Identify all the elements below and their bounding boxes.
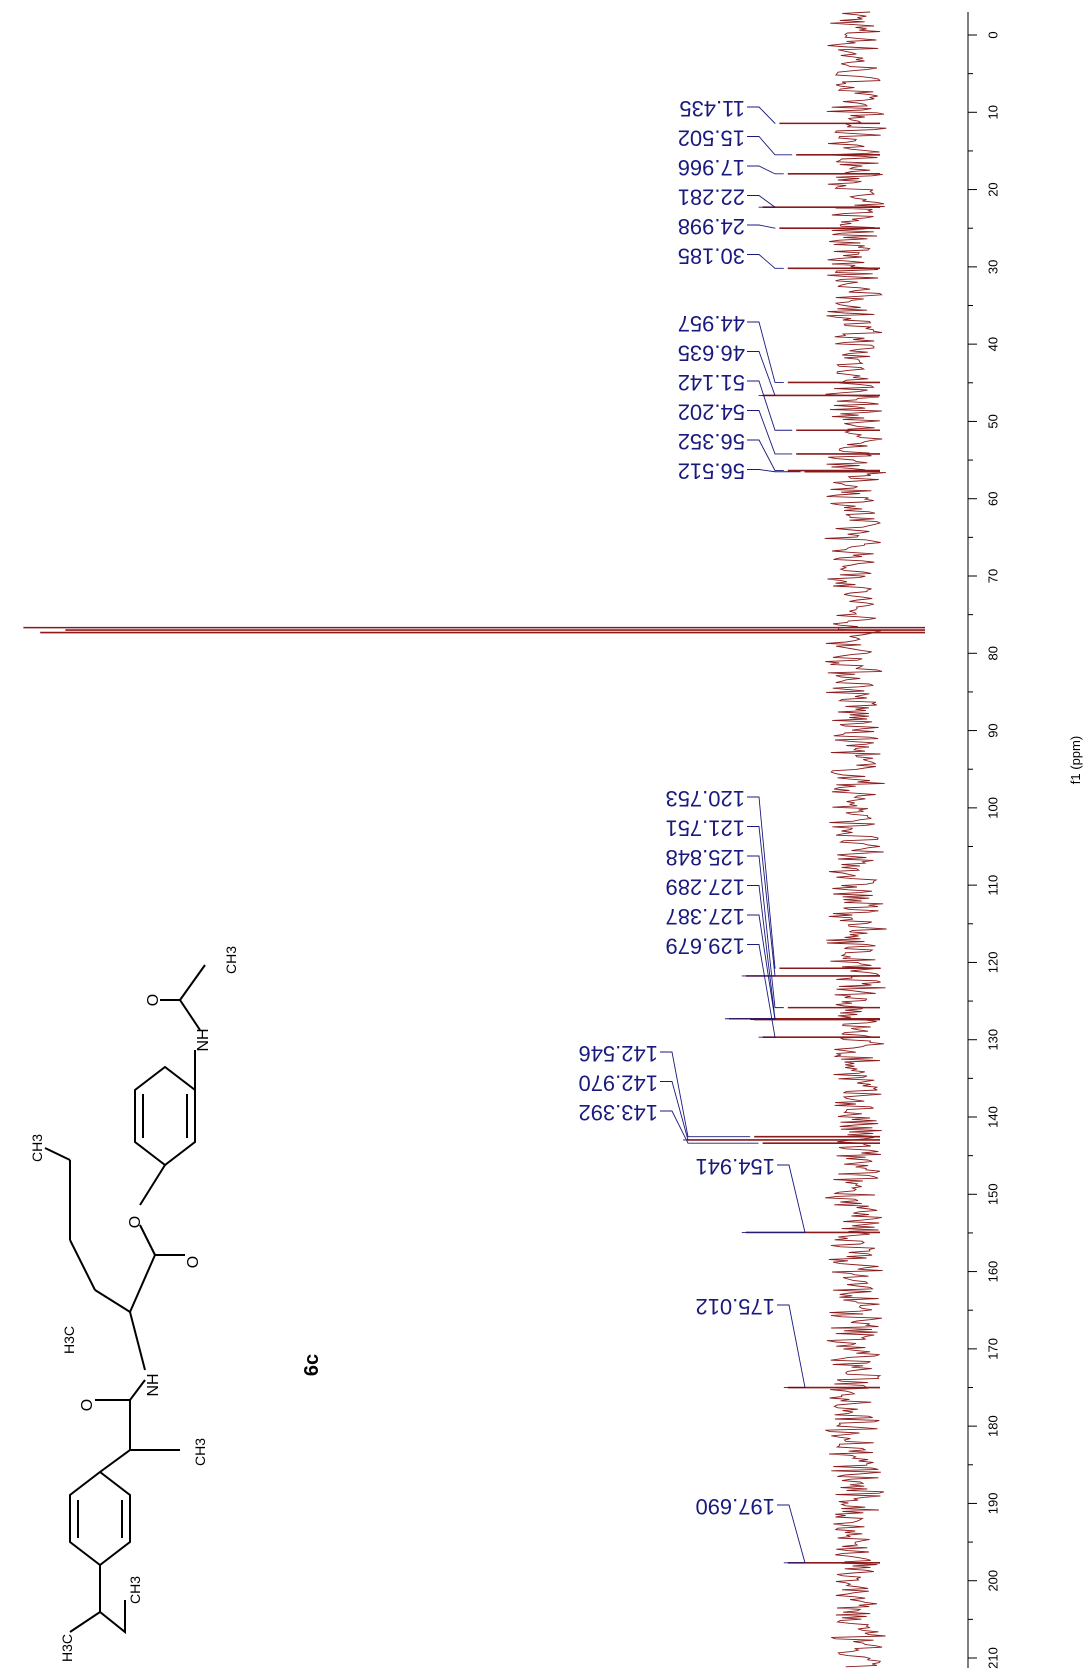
peak-labels: 11.435 15.502 17.966 22.281 24.998 30.185 44.9… bbox=[578, 96, 806, 1564]
tick-label: 160 bbox=[985, 1261, 1000, 1283]
axis-title: f1 (ppm) bbox=[1068, 736, 1083, 784]
peak-leader-line bbox=[747, 106, 776, 124]
peak-leader-line bbox=[777, 1304, 806, 1389]
atom-ch3-branch: CH3 bbox=[192, 1438, 208, 1466]
atom-o-ester: O bbox=[127, 1216, 144, 1228]
peak-leader-line bbox=[741, 826, 776, 977]
tick-label: 50 bbox=[985, 414, 1000, 428]
tick-label: 90 bbox=[985, 723, 1000, 737]
spectrum-noise-trace bbox=[824, 11, 887, 1668]
atom-nh-amide: NH bbox=[145, 1373, 162, 1396]
peak-leader-line bbox=[747, 136, 793, 156]
tick-label: 130 bbox=[985, 1029, 1000, 1051]
atom-h3c-sec: H3C bbox=[61, 1326, 77, 1354]
peak-label: 142.970 bbox=[578, 1071, 658, 1096]
peak-label: 143.392 bbox=[578, 1100, 658, 1125]
peak-label: 51.142 bbox=[678, 370, 745, 395]
tick-label: 200 bbox=[985, 1570, 1000, 1592]
tick-label: 110 bbox=[985, 875, 1000, 896]
peak-label: 129.679 bbox=[665, 934, 745, 959]
atom-h3c-isobutyl: H3C bbox=[59, 1634, 75, 1662]
tick-label: 140 bbox=[985, 1106, 1000, 1128]
peak-leader-line bbox=[747, 224, 776, 229]
tick-label: 170 bbox=[985, 1338, 1000, 1360]
tick-label: 120 bbox=[985, 952, 1000, 974]
peak-label: 125.848 bbox=[665, 845, 745, 870]
peak-label: 17.966 bbox=[678, 155, 745, 180]
peak-leader-line bbox=[747, 944, 776, 1038]
peak-leader-line bbox=[747, 439, 784, 471]
tick-label: 0 bbox=[985, 31, 1000, 38]
peak-leader-line bbox=[660, 1110, 759, 1144]
chemical-structure bbox=[44, 964, 206, 1635]
peak-label: 175.012 bbox=[695, 1294, 775, 1319]
tick-label: 70 bbox=[985, 569, 1000, 583]
tick-label: 180 bbox=[985, 1415, 1000, 1437]
plot-layer bbox=[23, 11, 925, 1668]
peak-label: 22.281 bbox=[678, 185, 745, 210]
tick-label: 210 bbox=[985, 1647, 1000, 1669]
peak-leader-line bbox=[747, 380, 793, 431]
peak-label: 154.941 bbox=[695, 1154, 775, 1179]
peak-label: 30.185 bbox=[678, 244, 745, 269]
peak-leader-line bbox=[747, 254, 784, 269]
peak-label: 11.435 bbox=[679, 96, 745, 121]
tick-label: 30 bbox=[985, 260, 1000, 274]
peak-label: 142.546 bbox=[578, 1041, 658, 1066]
atom-o-carbonyl: O bbox=[185, 1256, 202, 1268]
atom-nh-acetamide: NH bbox=[195, 1028, 212, 1051]
peak-leader-line bbox=[747, 914, 776, 1020]
tick-label: 40 bbox=[985, 337, 1000, 351]
peak-label: 120.753 bbox=[665, 786, 745, 811]
tick-label: 60 bbox=[985, 491, 1000, 505]
compound-label: 6c bbox=[301, 1354, 323, 1376]
peak-label: 197.690 bbox=[695, 1494, 775, 1519]
peak-leader-line bbox=[747, 796, 776, 969]
peak-leader-line bbox=[747, 321, 784, 383]
tick-label: 150 bbox=[985, 1183, 1000, 1205]
tick-label: 80 bbox=[985, 646, 1000, 660]
peak-leader-line bbox=[747, 469, 801, 473]
peak-label: 56.512 bbox=[678, 459, 745, 484]
peak-leader-line bbox=[725, 885, 776, 1020]
peak-label: 24.998 bbox=[678, 214, 745, 239]
ppm-axis: 0 10 20 30 40 50 60 70 80 90 100 110 120 130 140 150 160… bbox=[967, 12, 1000, 1669]
peak-leader-line bbox=[747, 855, 784, 1009]
peak-leader-line bbox=[660, 1081, 689, 1141]
peak-leader-line bbox=[747, 195, 777, 208]
atom-o-acetamide: O bbox=[145, 994, 162, 1006]
structure-labels: CH3 O O NH H3C O CH3 CH3 H3C NH O CH3 6c bbox=[29, 946, 323, 1662]
peak-leader-line bbox=[747, 165, 784, 175]
peak-label: 56.352 bbox=[678, 429, 745, 454]
peak-leader-line bbox=[741, 1164, 806, 1233]
peak-label: 127.387 bbox=[665, 904, 745, 929]
tick-label: 190 bbox=[985, 1493, 1000, 1515]
peak-label: 15.502 bbox=[678, 126, 745, 151]
peak-label: 121.751 bbox=[665, 816, 745, 841]
peak-leader-line bbox=[747, 351, 776, 396]
atom-ch3-acetyl: CH3 bbox=[223, 946, 239, 974]
peak-leader-line bbox=[777, 1504, 806, 1564]
peak-label: 44.957 bbox=[678, 311, 745, 336]
atom-ch3-isobutyl: CH3 bbox=[127, 1576, 143, 1604]
peak-leader-line bbox=[660, 1051, 751, 1138]
peak-leader-line bbox=[747, 410, 793, 455]
peak-label: 127.289 bbox=[665, 875, 745, 900]
tick-label: 10 bbox=[985, 105, 1000, 119]
tick-label: 100 bbox=[985, 797, 1000, 819]
peak-label: 46.635 bbox=[678, 341, 745, 366]
peak-label: 54.202 bbox=[678, 400, 745, 425]
atom-ch3-top: CH3 bbox=[29, 1134, 45, 1162]
atom-o-amide: O bbox=[79, 1399, 96, 1411]
tick-label: 20 bbox=[985, 182, 1000, 196]
